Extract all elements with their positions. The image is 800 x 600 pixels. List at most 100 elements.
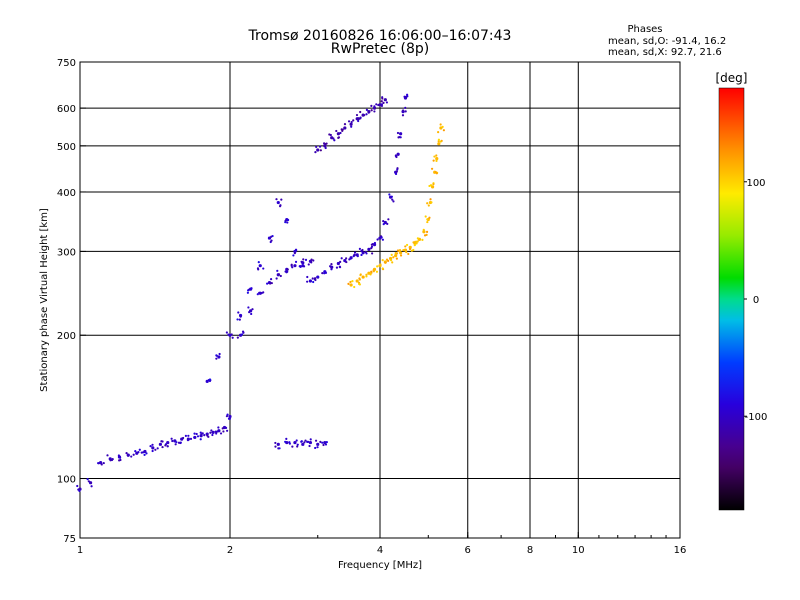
data-point	[371, 252, 374, 255]
data-point	[406, 93, 409, 96]
data-point	[435, 159, 438, 162]
data-point	[337, 136, 341, 139]
data-point	[100, 463, 103, 466]
data-point	[359, 116, 362, 119]
data-point	[138, 448, 141, 451]
data-point	[324, 443, 328, 446]
data-point	[350, 125, 353, 128]
data-point	[251, 308, 254, 311]
data-point	[432, 183, 435, 186]
data-point	[286, 270, 289, 273]
data-point	[339, 131, 342, 135]
data-point	[227, 333, 230, 336]
data-point	[370, 270, 373, 273]
data-point	[158, 442, 163, 446]
data-point	[375, 270, 379, 273]
data-point	[349, 257, 352, 260]
data-point	[324, 271, 328, 274]
data-point	[435, 157, 439, 161]
data-point	[380, 103, 384, 106]
data-point	[125, 452, 128, 455]
data-point	[339, 260, 342, 263]
data-point	[439, 140, 442, 143]
data-point	[395, 257, 398, 260]
data-point	[355, 279, 359, 283]
data-point	[426, 218, 429, 221]
data-point	[286, 268, 289, 271]
data-point	[358, 278, 361, 281]
data-point	[284, 440, 287, 443]
data-point	[149, 445, 152, 448]
data-point	[336, 132, 340, 136]
data-point	[372, 269, 375, 272]
data-point	[426, 202, 429, 205]
data-point	[280, 198, 283, 201]
data-point	[333, 139, 336, 142]
data-point	[424, 215, 427, 218]
data-point	[175, 441, 178, 444]
data-point	[323, 270, 326, 273]
data-point	[274, 445, 277, 448]
data-point	[250, 312, 253, 316]
data-point	[86, 478, 89, 481]
data-point	[262, 267, 265, 270]
data-point	[316, 446, 319, 449]
data-point	[189, 437, 193, 440]
data-point	[365, 108, 368, 111]
data-point	[361, 275, 365, 278]
data-point	[379, 263, 382, 266]
data-point	[217, 355, 221, 359]
data-point	[240, 333, 244, 336]
data-point	[166, 440, 170, 445]
data-point	[421, 238, 424, 241]
data-point	[382, 222, 385, 226]
data-point	[216, 430, 219, 433]
data-point	[381, 238, 384, 241]
data-point	[208, 379, 212, 383]
data-point	[270, 281, 273, 285]
data-point	[260, 291, 263, 295]
data-point	[246, 291, 250, 294]
data-point	[201, 432, 204, 435]
data-point	[303, 441, 306, 444]
data-point	[117, 454, 120, 457]
data-point	[211, 433, 214, 437]
data-point	[343, 259, 346, 263]
x-axis: 1 2 4 6 8 10 16	[77, 532, 686, 556]
data-point	[373, 241, 377, 245]
data-point	[195, 432, 198, 436]
data-point	[359, 273, 362, 276]
data-point	[391, 198, 394, 201]
colorbar-label: [deg]	[716, 71, 748, 85]
data-point	[323, 144, 327, 148]
data-point	[312, 259, 315, 262]
data-point	[285, 437, 288, 440]
data-point	[247, 306, 250, 309]
data-point	[422, 228, 425, 231]
data-point	[186, 439, 190, 442]
title-group: Tromsø 20160826 16:06:00–16:07:43 RwPret…	[248, 28, 512, 57]
data-point	[415, 240, 418, 243]
data-point	[405, 250, 408, 254]
data-point	[97, 462, 100, 465]
data-point	[329, 265, 332, 268]
data-point	[225, 415, 229, 418]
data-point	[422, 230, 426, 234]
data-point	[170, 437, 173, 440]
data-point	[340, 257, 343, 260]
data-point	[423, 234, 427, 237]
data-point	[383, 98, 387, 102]
data-point	[291, 445, 294, 448]
data-point	[401, 114, 405, 117]
data-point	[166, 445, 169, 448]
data-points	[76, 93, 445, 493]
x-tick-label: 2	[227, 545, 233, 556]
data-point	[347, 120, 351, 123]
data-point	[408, 245, 412, 249]
data-point	[206, 434, 209, 437]
data-point	[398, 249, 402, 252]
data-point	[118, 459, 121, 462]
data-point	[439, 123, 442, 126]
data-point	[140, 451, 143, 454]
